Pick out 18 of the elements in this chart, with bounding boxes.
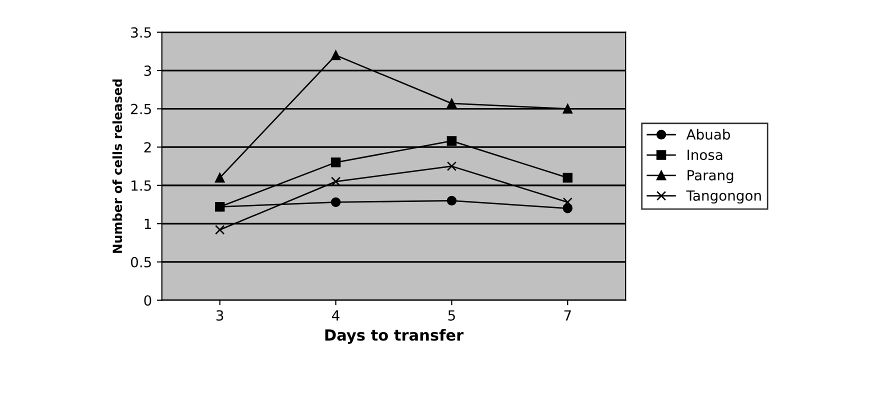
y-tick-label: 1.5 — [132, 180, 151, 191]
legend-label: Abuab — [686, 128, 730, 140]
y-tick-label: 0 — [144, 295, 152, 306]
y-tick-label: 2 — [144, 142, 151, 152]
x-tick-label: 5 — [448, 310, 455, 321]
legend-label: Tangongon — [686, 190, 761, 204]
y-tick-label: 2.5 — [131, 104, 151, 114]
legend-label: Parang — [688, 170, 734, 184]
y-tick-label: 0.5 — [130, 256, 151, 268]
x-tick-label: 3 — [216, 310, 224, 321]
y-tick-label: 3 — [144, 65, 152, 76]
y-tick-label: 3.5 — [131, 27, 151, 38]
x-tick-label: 7 — [564, 310, 571, 321]
x-axis-title: Days to transfer — [325, 328, 464, 344]
legend-label: Inosa — [688, 150, 722, 160]
x-tick-label: 4 — [332, 310, 340, 321]
y-tick-label: 1 — [144, 218, 151, 229]
y-axis-title: Number of cells released — [112, 79, 122, 253]
